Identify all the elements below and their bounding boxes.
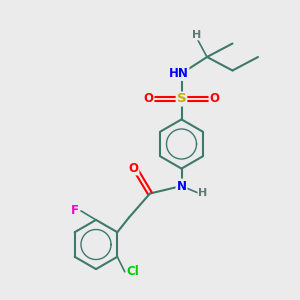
Text: H: H — [192, 29, 201, 40]
Text: O: O — [128, 161, 139, 175]
Text: N: N — [176, 179, 187, 193]
Text: HN: HN — [169, 67, 188, 80]
Text: S: S — [177, 92, 186, 106]
Text: F: F — [70, 204, 78, 218]
Text: H: H — [199, 188, 208, 199]
Text: O: O — [143, 92, 154, 106]
Text: Cl: Cl — [127, 265, 140, 278]
Text: O: O — [209, 92, 220, 106]
